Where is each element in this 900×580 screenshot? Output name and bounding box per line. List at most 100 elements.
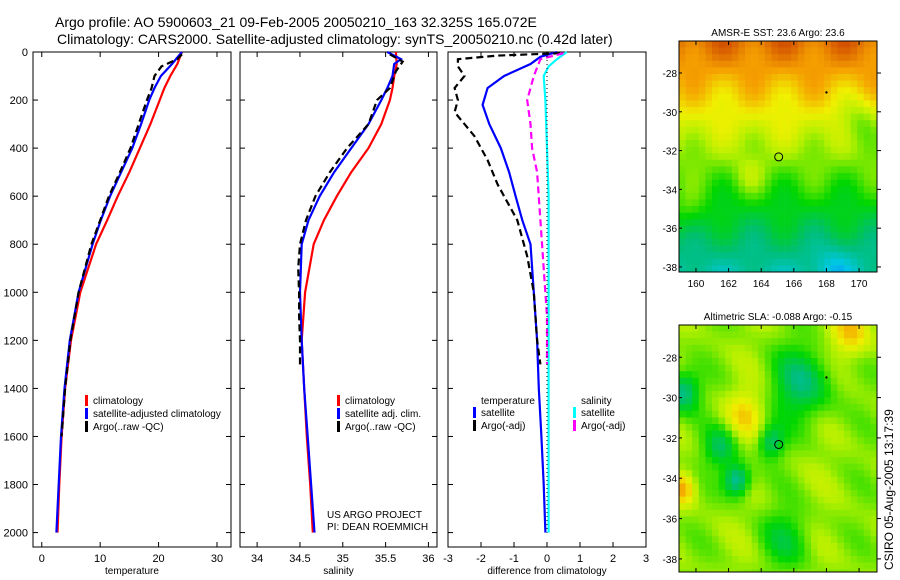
heatmap-cell bbox=[725, 331, 733, 339]
heatmap-cell bbox=[718, 358, 726, 365]
heatmap-cell bbox=[705, 239, 713, 246]
heatmap-cell bbox=[771, 569, 779, 573]
heatmap-cell bbox=[817, 126, 825, 134]
heatmap-cell bbox=[764, 252, 772, 260]
heatmap-cell bbox=[824, 67, 832, 75]
heatmap-cell bbox=[705, 424, 713, 431]
heatmap-cell bbox=[837, 80, 845, 88]
heatmap-cell bbox=[844, 245, 851, 253]
heatmap-cell bbox=[751, 529, 759, 537]
heatmap-cell bbox=[863, 199, 871, 207]
heatmap-cell bbox=[718, 404, 726, 412]
heatmap-cell bbox=[725, 496, 733, 504]
heatmap-cell bbox=[725, 351, 733, 359]
heatmap-cell bbox=[771, 252, 779, 260]
heatmap-cell bbox=[811, 351, 818, 359]
heatmap-cell bbox=[784, 490, 792, 497]
heatmap-cell bbox=[692, 523, 700, 530]
heatmap-cell bbox=[705, 325, 713, 332]
heatmap-cell bbox=[764, 212, 772, 220]
heatmap-cell bbox=[698, 443, 706, 451]
heatmap-cell bbox=[784, 457, 792, 464]
heatmap-cell bbox=[705, 430, 713, 438]
heatmap-cell bbox=[850, 476, 858, 484]
heatmap-cell bbox=[791, 54, 799, 62]
heatmap-cell bbox=[817, 536, 825, 544]
heatmap-cell bbox=[850, 54, 858, 62]
heatmap-cell bbox=[731, 529, 739, 537]
heatmap-cell bbox=[764, 496, 772, 504]
heatmap-cell bbox=[712, 159, 719, 167]
heatmap-cell bbox=[771, 67, 779, 75]
heatmap-cell bbox=[705, 483, 713, 491]
heatmap-cell bbox=[738, 107, 746, 114]
heatmap-cell bbox=[850, 417, 858, 425]
heatmap-cell bbox=[824, 87, 832, 95]
x-tick-label: 162 bbox=[720, 279, 737, 290]
heatmap-cell bbox=[679, 351, 686, 359]
heatmap-cell bbox=[863, 47, 871, 55]
heatmap-cell bbox=[745, 509, 752, 517]
heatmap-cell bbox=[797, 450, 805, 458]
heatmap-cell bbox=[811, 331, 818, 339]
heatmap-cell bbox=[837, 529, 845, 537]
heatmap-cell bbox=[771, 509, 779, 517]
heatmap-cell bbox=[824, 443, 832, 451]
heatmap-cell bbox=[778, 536, 785, 544]
heatmap-cell bbox=[797, 67, 805, 75]
heatmap-cell bbox=[837, 344, 845, 352]
heatmap-cell bbox=[712, 113, 719, 121]
heatmap-cell bbox=[738, 549, 746, 557]
heatmap-cell bbox=[817, 192, 825, 200]
heatmap-cell bbox=[731, 140, 739, 147]
heatmap-cell bbox=[705, 358, 713, 365]
heatmap-cell bbox=[817, 225, 825, 233]
legend-label: Argo(..raw -QC) bbox=[93, 422, 164, 433]
heatmap-cell bbox=[679, 219, 686, 227]
heatmap-cell bbox=[731, 338, 739, 346]
heatmap-cell bbox=[745, 258, 752, 266]
heatmap-sla bbox=[679, 325, 878, 573]
heatmap-cell bbox=[725, 450, 733, 458]
heatmap-cell bbox=[817, 569, 825, 573]
y-tick-label: 1800 bbox=[4, 480, 28, 492]
heatmap-cell bbox=[745, 404, 752, 412]
heatmap-cell bbox=[738, 529, 746, 537]
heatmap-cell bbox=[824, 120, 832, 128]
heatmap-cell bbox=[870, 192, 878, 200]
heatmap-cell bbox=[817, 424, 825, 431]
heatmap-cell bbox=[850, 87, 858, 95]
heatmap-cell bbox=[837, 371, 845, 379]
heatmap-cell bbox=[738, 470, 746, 478]
heatmap-cell bbox=[698, 417, 706, 425]
heatmap-cell bbox=[830, 87, 838, 95]
heatmap-cell bbox=[870, 146, 878, 154]
heatmap-cell bbox=[824, 179, 832, 187]
heatmap-cell bbox=[870, 331, 878, 339]
heatmap-cell bbox=[791, 410, 799, 418]
series-line-argo-raw-qc- bbox=[297, 53, 405, 365]
heatmap-cell bbox=[751, 476, 759, 484]
heatmap-cell bbox=[844, 490, 851, 497]
heatmap-cell bbox=[824, 430, 832, 438]
heatmap-cell bbox=[751, 364, 759, 372]
heatmap-cell bbox=[830, 523, 838, 530]
heatmap-cell bbox=[679, 265, 686, 273]
heatmap-cell bbox=[745, 470, 752, 478]
heatmap-cell bbox=[844, 74, 851, 81]
heatmap-cell bbox=[731, 404, 739, 412]
heatmap-cell bbox=[705, 159, 713, 167]
heatmap-cell bbox=[857, 470, 865, 478]
heatmap-cell bbox=[830, 153, 838, 161]
heatmap-cell bbox=[731, 186, 739, 194]
heatmap-cell bbox=[778, 358, 785, 365]
heatmap-cell bbox=[844, 179, 851, 187]
heatmap-cell bbox=[758, 364, 766, 372]
heatmap-cell bbox=[738, 232, 746, 240]
y-tick-label: 600 bbox=[10, 191, 28, 203]
heatmap-cell bbox=[738, 179, 746, 187]
heatmap-cell bbox=[811, 377, 818, 385]
heatmap-cell bbox=[731, 166, 739, 174]
heatmap-cell bbox=[824, 133, 832, 141]
heatmap-cell bbox=[850, 490, 858, 497]
